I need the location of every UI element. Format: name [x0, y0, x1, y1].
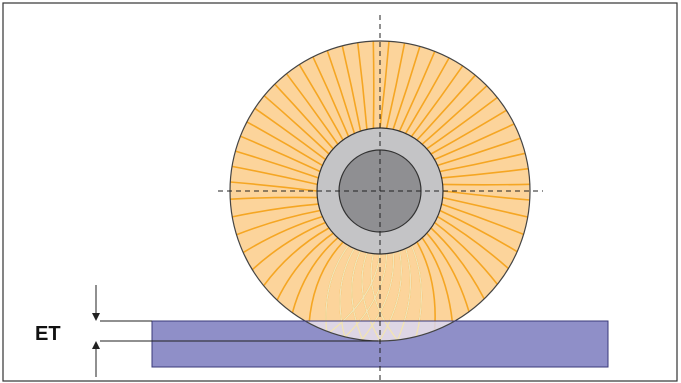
filament: [230, 181, 318, 192]
filament: [298, 64, 344, 141]
engaged-filament: [396, 248, 412, 341]
engaged-filament: [344, 253, 388, 338]
filament: [326, 50, 356, 134]
filament: [426, 232, 470, 312]
engaged-filament: [361, 252, 395, 341]
filament: [274, 83, 334, 150]
lower-arrow-head: [92, 341, 100, 349]
filament: [285, 73, 339, 145]
filament: [442, 190, 530, 201]
engaged-filament: [329, 253, 381, 333]
engaged-filament: [410, 245, 423, 337]
filament: [291, 237, 339, 314]
filament: [441, 167, 529, 179]
filament: [254, 107, 326, 161]
filament: [356, 42, 368, 130]
filament: [385, 42, 406, 129]
filament: [231, 165, 318, 186]
filament: [251, 221, 326, 271]
filament: [308, 241, 344, 324]
engagement-dimension: ET: [35, 285, 378, 377]
filament: [392, 46, 421, 130]
filament: [236, 209, 321, 236]
filament: [341, 45, 362, 132]
filament: [421, 237, 454, 323]
filament: [416, 74, 476, 141]
filament: [263, 227, 330, 287]
filament: [430, 227, 485, 300]
filament: [263, 95, 330, 155]
engaged-filament: [361, 252, 381, 341]
filament: [439, 209, 518, 253]
engaged-filament: [370, 253, 398, 341]
filament: [421, 85, 488, 145]
upper-arrow-head: [92, 313, 100, 321]
filament: [240, 135, 321, 173]
filament: [434, 221, 499, 285]
filament: [312, 56, 350, 137]
filament: [404, 57, 450, 134]
engaged-filament: [378, 250, 403, 341]
filament: [437, 137, 521, 167]
filament: [235, 150, 319, 179]
filament: [434, 123, 515, 161]
filament: [230, 196, 318, 200]
engaged-filament: [339, 248, 355, 337]
filament: [430, 109, 507, 155]
filament: [426, 96, 498, 150]
filament: [398, 51, 436, 132]
filament: [242, 215, 323, 254]
filament: [232, 203, 319, 218]
filament: [439, 152, 526, 173]
filament: [410, 65, 464, 137]
filament: [442, 196, 528, 218]
filament: [441, 203, 524, 236]
filament: [276, 232, 334, 301]
filament: [437, 215, 509, 270]
engaged-filament: [351, 250, 364, 341]
filament: [379, 41, 390, 129]
engagement-label: ET: [35, 323, 61, 345]
filament: [246, 121, 323, 167]
